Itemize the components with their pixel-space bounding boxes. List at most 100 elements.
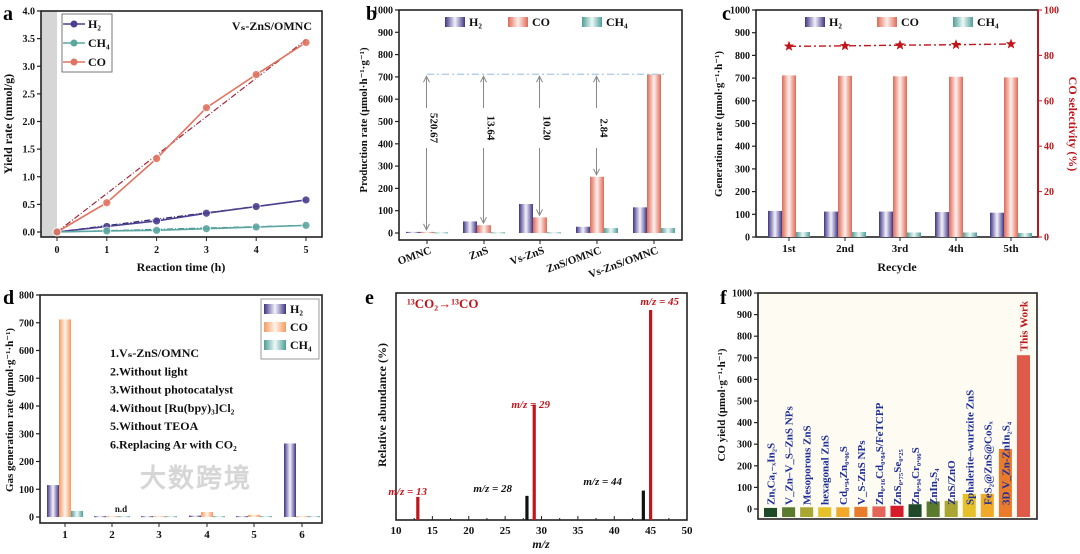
bar-label: V_S-ZnS NPs xyxy=(856,440,868,505)
x-tick-label: 1 xyxy=(104,245,109,256)
x-axis-label: Reaction time (h) xyxy=(137,260,226,274)
y-tick-label: 0 xyxy=(745,233,750,244)
legend-ch4: CH₄ xyxy=(606,15,628,29)
legend-ch4-swatch xyxy=(582,17,602,27)
y-tick-label: 300 xyxy=(378,162,393,173)
legend-ch4-swatch xyxy=(953,17,973,27)
legend-co-swatch xyxy=(508,17,528,27)
y-tick-label: 900 xyxy=(737,310,752,321)
peak-bar xyxy=(641,490,645,520)
y2-tick-label: 80 xyxy=(1044,51,1054,62)
y-tick-label: 3.0 xyxy=(23,62,36,73)
y2-axis-label: CO selectivity (%) xyxy=(1066,77,1080,172)
ratio-label-bg xyxy=(533,108,546,148)
bar-b-0 xyxy=(576,226,590,233)
bar-c-1 xyxy=(838,75,852,237)
bar-d-1 xyxy=(201,512,213,517)
y-axis-label: Relative abundance (%) xyxy=(375,343,389,467)
legend-label: H₂ xyxy=(88,17,101,31)
y-tick-label: 500 xyxy=(737,397,752,408)
y-tick-label: 200 xyxy=(737,461,752,472)
legend-marker xyxy=(70,58,78,66)
bar-d-0 xyxy=(94,516,106,518)
x-tick-label: 2 xyxy=(154,245,159,256)
data-point xyxy=(201,208,211,218)
peak-bar xyxy=(416,496,420,520)
bar-d-0 xyxy=(47,485,59,517)
y-tick-label: 200 xyxy=(735,187,750,198)
x-tick-label: 5th xyxy=(1003,243,1018,255)
legend-marker xyxy=(70,20,78,28)
data-point xyxy=(251,202,261,211)
ratio-label: 10.20 xyxy=(541,116,553,141)
bar-d-1 xyxy=(153,516,165,518)
y-tick-label: 700 xyxy=(737,353,752,364)
y-axis-label: CO yield (μmol·g⁻¹·h⁻¹) xyxy=(716,348,728,461)
bar-label: ZnS₀.₇₅Se₀.₂₅ xyxy=(892,448,904,505)
legend-ch4: CH₄ xyxy=(977,15,999,29)
data-point xyxy=(251,70,261,79)
y-tick-label: 0.5 xyxy=(23,200,36,211)
bar-c-0 xyxy=(990,212,1004,237)
bar-b-1 xyxy=(420,231,434,233)
bar-label: Zn₀.₁₆Cd₀.₈₄S/FeTCPP xyxy=(874,402,886,505)
data-point xyxy=(201,103,211,113)
data-point xyxy=(301,220,311,230)
legend-h2: H₂ xyxy=(290,302,303,316)
plot-background xyxy=(758,293,1037,519)
legend-ch4-swatch xyxy=(264,340,286,350)
shaded-region xyxy=(41,11,57,237)
x-tick-label: 2 xyxy=(109,529,115,541)
bar-b-2 xyxy=(434,232,448,234)
bar xyxy=(836,507,850,517)
x-tick-label: 40 xyxy=(609,525,621,537)
bar-label: FeS₂@ZnS@CoSₓ xyxy=(982,420,994,505)
condition-item: 3.Without photocatalyst xyxy=(110,383,233,397)
panel-label: e xyxy=(365,287,374,309)
bar-label: ZnₓCa₁₋ₓIn₂S xyxy=(766,443,778,505)
star-marker xyxy=(783,40,795,51)
y-tick-label: 600 xyxy=(19,346,34,357)
ratio-label-bg xyxy=(477,108,490,148)
y-tick-label: 900 xyxy=(735,28,750,39)
bar-c-1 xyxy=(782,75,796,237)
y-tick-label: 300 xyxy=(737,440,752,451)
legend-label: CO xyxy=(88,55,106,69)
bar-label: ZnS/ZnO xyxy=(946,460,958,505)
bar-label: Sphalerite–wurtzite ZnS xyxy=(964,390,976,505)
bar-c-0 xyxy=(824,211,838,237)
series-line-2 xyxy=(56,41,307,233)
y-tick-label: 1000 xyxy=(730,6,750,17)
bar-c-0 xyxy=(935,212,949,237)
y-tick-label: 400 xyxy=(737,418,752,429)
x-tick-label: OMNC xyxy=(396,245,433,268)
x-tick-label: 20 xyxy=(463,525,475,537)
bar-b-2 xyxy=(547,232,561,234)
y-axis-label: Yield rate (mmol/g) xyxy=(1,74,15,174)
y-tick-label: 600 xyxy=(378,95,393,106)
bar xyxy=(800,507,814,517)
bar-b-0 xyxy=(519,204,533,233)
bar xyxy=(890,505,904,517)
peak-label: m/z = 44 xyxy=(583,476,622,488)
bar xyxy=(854,506,868,517)
bar-d-0 xyxy=(141,516,153,518)
chart-title: ¹³CO₂→¹³CO xyxy=(407,296,479,311)
peak-label: m/z = 45 xyxy=(640,296,679,308)
x-tick-label: 1 xyxy=(62,529,68,541)
bar-c-2 xyxy=(796,232,810,237)
bar xyxy=(944,500,958,517)
bar-label: ZnIn₂S₄ xyxy=(928,468,940,505)
x-tick-label: 6 xyxy=(299,529,305,541)
condition-item: 6.Replacing Ar with CO₂ xyxy=(110,438,237,452)
y-axis-label: Generation rate (μmol·g⁻¹·h⁻¹) xyxy=(713,51,725,197)
bar-c-0 xyxy=(768,210,782,237)
y-tick-label: 4.0 xyxy=(23,7,36,18)
x-tick-label: 50 xyxy=(682,525,694,537)
bar-c-2 xyxy=(963,232,977,237)
panel-label: b xyxy=(366,3,377,25)
bar-b-2 xyxy=(604,228,618,233)
bar-b-0 xyxy=(633,207,647,233)
legend-h2-swatch xyxy=(445,17,465,27)
